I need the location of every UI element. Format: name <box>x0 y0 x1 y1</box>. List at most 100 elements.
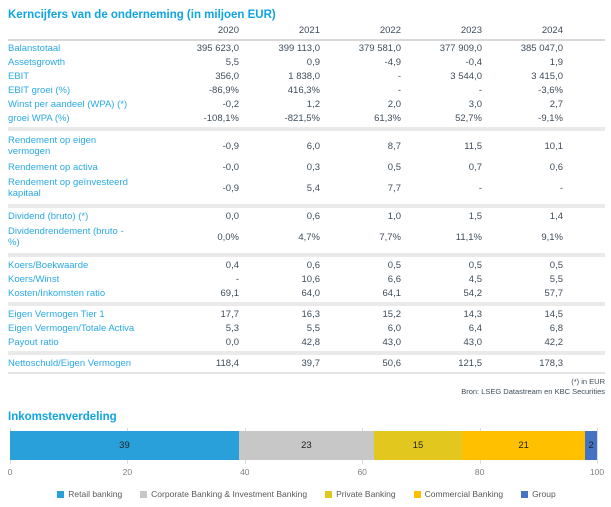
cell-value: 395 623,0 <box>196 42 239 54</box>
legend-marker-icon <box>413 490 421 498</box>
cell-value: 15,2 <box>382 308 402 320</box>
row-label: groei WPA (%) <box>8 112 70 124</box>
cell-value: 0,0 <box>225 210 239 222</box>
legend-item-group: Group <box>521 489 556 499</box>
cell-value: 0,5 <box>468 259 482 271</box>
cell-value: 0,6 <box>549 161 563 173</box>
cell-value: -0,2 <box>222 98 239 110</box>
cell-value: -0,0 <box>222 161 239 173</box>
cell-value: 3 544,0 <box>450 70 482 82</box>
row-label: Koers/Boekwaarde <box>8 259 89 271</box>
cell-value: 2,7 <box>549 98 563 110</box>
cell-value: 3,0 <box>468 98 482 110</box>
row-label: Payout ratio <box>8 336 59 348</box>
cell-value: 0,4 <box>225 259 239 271</box>
cell-value: 10,1 <box>544 140 564 152</box>
x-tick-label: 20 <box>122 467 133 477</box>
legend-item-commercial-banking: Commercial Banking <box>413 489 504 499</box>
cell-value: 10,6 <box>301 273 321 285</box>
x-tick-label: 80 <box>474 467 485 477</box>
year-header-2022: 2022 <box>379 24 401 36</box>
table-row: Nettoschuld/Eigen Vermogen 118,4 39,7 50,6 1… <box>8 356 605 370</box>
row-label: Winst per aandeel (WPA) (*) <box>8 98 128 110</box>
cell-value: 52,7% <box>455 112 482 124</box>
cell-value: 54,2 <box>463 287 483 299</box>
table-title: Kerncijfers van de onderneming (in miljo… <box>8 9 276 21</box>
segment-value-label: 39 <box>119 440 130 451</box>
legend-label: Corporate Banking & Investment Banking <box>151 489 308 499</box>
cell-value: 399 113,0 <box>278 42 320 54</box>
year-header-2024: 2024 <box>541 24 563 36</box>
cell-value: 6,8 <box>549 322 563 334</box>
row-label: Assetsgrowth <box>8 56 66 68</box>
year-header-2021: 2021 <box>298 24 320 36</box>
cell-value: 57,7 <box>544 287 564 299</box>
legend-item-retail-banking: Retail banking <box>57 489 122 499</box>
table-row: Rendement op eigen vermogen -0,9 6,0 8,7 11,… <box>8 132 605 160</box>
cell-value: 5,3 <box>225 322 239 334</box>
cell-value: 6,4 <box>468 322 482 334</box>
cell-value: 14,3 <box>463 308 483 320</box>
table-row: Rendement op activa -0,0 0,3 0,5 0,7 0,6 <box>8 160 605 174</box>
cell-value: 0,0 <box>225 336 239 348</box>
row-label: EBIT groei (%) <box>8 84 71 96</box>
cell-value: 17,7 <box>220 308 240 320</box>
cell-value: 42,8 <box>301 336 321 348</box>
section-separator <box>8 126 605 131</box>
cell-value: 0,5 <box>387 161 401 173</box>
bar-segment-private-banking: 15 <box>373 431 462 460</box>
cell-value: 356,0 <box>215 70 239 82</box>
cell-value: 69,1 <box>220 287 240 299</box>
row-label: Rendement op eigen vermogen <box>8 135 97 157</box>
cell-value: 42,2 <box>544 336 564 348</box>
bar-segment-group: 2 <box>585 431 597 460</box>
bar-segment-commercial-banking: 21 <box>461 431 586 460</box>
table-body: Balanstotaal 395 623,0 399 113,0 379 581,0 3… <box>8 41 605 370</box>
segment-value-label: 23 <box>301 440 312 451</box>
bar-segment-corporate-banking-investment-banking: 23 <box>238 431 374 460</box>
cell-value: 0,6 <box>306 259 320 271</box>
table-row: Rendement op geïnvesteerd kapitaal -0,9 5,… <box>8 174 605 202</box>
cell-value: -108,1% <box>203 112 239 124</box>
cell-value: -0,9 <box>222 140 239 152</box>
cell-value: 4,7% <box>298 231 320 243</box>
table-row: Dividendrendement (bruto - %) 0,0% 4,7% 7,7… <box>8 223 605 251</box>
cell-value: 8,7 <box>387 140 401 152</box>
x-tick-label: 0 <box>7 467 13 477</box>
cell-value: 0,7 <box>468 161 482 173</box>
cell-value: 16,3 <box>301 308 321 320</box>
cell-value: -4,9 <box>384 56 401 68</box>
cell-value: 61,3% <box>374 112 401 124</box>
row-label: Kosten/Inkomsten ratio <box>8 287 106 299</box>
cell-value: - <box>235 273 239 285</box>
cell-value: - <box>478 84 482 96</box>
cell-value: 121,5 <box>458 357 482 369</box>
legend-item-private-banking: Private Banking <box>325 489 396 499</box>
cell-value: 5,4 <box>306 182 320 194</box>
row-label: Balanstotaal <box>8 42 61 54</box>
x-tick-label: 60 <box>357 467 367 477</box>
cell-value: 3 415,0 <box>531 70 563 82</box>
cell-value: 50,6 <box>382 357 402 369</box>
segment-value-label: 15 <box>412 440 424 451</box>
table-row: EBIT groei (%) -86,9% 416,3% - - -3,6% <box>8 83 605 97</box>
income-distribution-chart: 39 23 15 21 2 <box>10 428 598 464</box>
table-row: Balanstotaal 395 623,0 399 113,0 379 581,0 3… <box>8 41 605 55</box>
cell-value: 43,0 <box>382 336 402 348</box>
section-separator <box>8 350 605 355</box>
cell-value: 5,5 <box>549 273 563 285</box>
legend-label: Commercial Banking <box>424 489 504 499</box>
cell-value: - <box>559 182 563 194</box>
cell-value: 0,5 <box>549 259 563 271</box>
table-bottom-rule <box>8 372 605 374</box>
footnote-source: Bron: LSEG Datastream en KBC Securities <box>461 386 605 396</box>
gridline <box>597 428 598 464</box>
row-label: Rendement op geïnvesteerd kapitaal <box>8 177 128 199</box>
row-label: Eigen Vermogen/Totale Activa <box>8 322 135 334</box>
cell-value: 0,5 <box>387 259 401 271</box>
table-row: Koers/Boekwaarde 0,4 0,6 0,5 0,5 0,5 <box>8 258 605 272</box>
year-header-2023: 2023 <box>460 24 482 36</box>
legend-label: Retail banking <box>68 489 123 499</box>
cell-value: - <box>397 84 401 96</box>
